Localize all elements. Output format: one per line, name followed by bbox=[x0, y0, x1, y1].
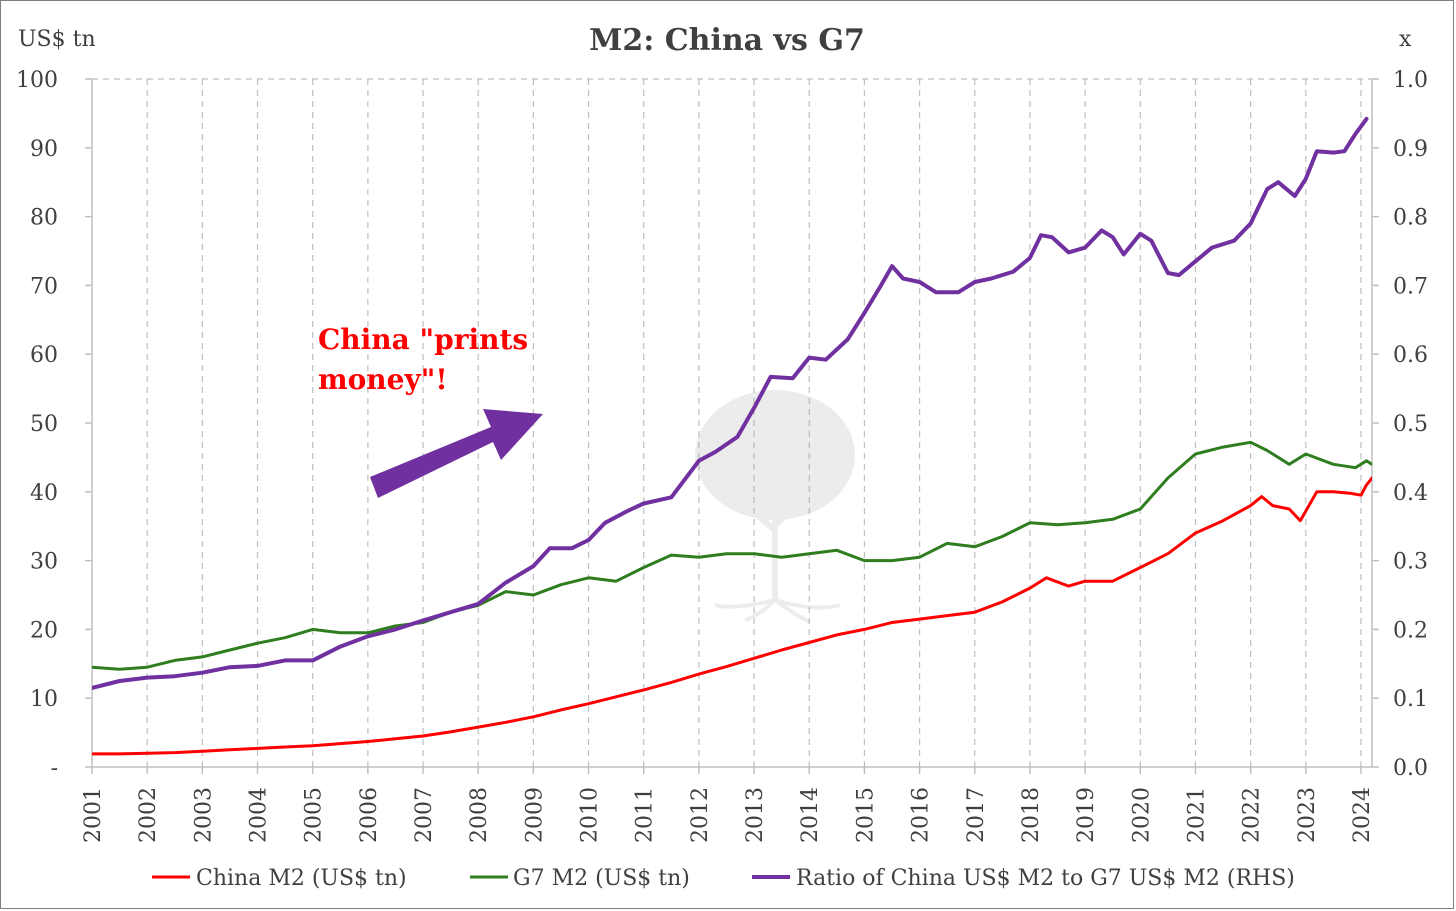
x-tick-label: 2003 bbox=[191, 787, 216, 843]
x-tick-label: 2005 bbox=[302, 787, 327, 843]
x-tick-label: 2021 bbox=[1184, 787, 1209, 843]
left-tick-label: 50 bbox=[30, 412, 58, 437]
x-tick-label: 2010 bbox=[578, 787, 603, 843]
x-tick-label: 2024 bbox=[1350, 787, 1375, 843]
right-tick-label: 0.9 bbox=[1393, 137, 1428, 162]
right-tick-label: 0.0 bbox=[1393, 756, 1428, 781]
right-tick-label: 0.8 bbox=[1393, 206, 1428, 231]
left-tick-label: 100 bbox=[16, 68, 58, 93]
x-tick-label: 2004 bbox=[247, 787, 272, 843]
x-axis-ticks: 2001 2002 2003 2004 2005 2006 2007 2008 2009 2010… bbox=[81, 767, 1375, 843]
right-tick-label: 0.7 bbox=[1393, 274, 1428, 299]
right-tick-label: 1.0 bbox=[1393, 68, 1428, 93]
series-line-3 bbox=[92, 116, 1369, 690]
x-tick-label: 2001 bbox=[81, 787, 106, 843]
left-tick-label: 30 bbox=[30, 550, 58, 575]
left-tick-label: 90 bbox=[30, 137, 58, 162]
tree-watermark bbox=[695, 390, 855, 624]
x-tick-label: 2011 bbox=[633, 787, 658, 843]
left-tick-label: 40 bbox=[30, 481, 58, 506]
x-tick-label: 2015 bbox=[853, 787, 878, 843]
legend: China M2 (US$ tn) G7 M2 (US$ tn) Ratio of … bbox=[152, 866, 1295, 891]
gridlines bbox=[92, 78, 1372, 767]
x-tick-label: 2002 bbox=[136, 787, 161, 843]
series-line-1 bbox=[92, 476, 1372, 756]
annotation-line-2: money"! bbox=[318, 363, 448, 396]
left-axis-unit-label: US$ tn bbox=[18, 27, 96, 52]
x-tick-label: 2008 bbox=[467, 787, 492, 843]
x-tick-label: 2012 bbox=[688, 787, 713, 843]
x-tick-label: 2020 bbox=[1129, 787, 1154, 843]
annotation-line-1: China "prints bbox=[318, 323, 528, 356]
right-tick-label: 0.5 bbox=[1393, 412, 1428, 437]
series-lines bbox=[92, 116, 1372, 756]
x-tick-label: 2019 bbox=[1074, 787, 1099, 843]
x-tick-label: 2013 bbox=[743, 787, 768, 843]
x-tick-label: 2007 bbox=[412, 787, 437, 843]
left-tick-label: 70 bbox=[30, 274, 58, 299]
x-tick-label: 2018 bbox=[1019, 787, 1044, 843]
x-tick-label: 2016 bbox=[909, 787, 934, 843]
x-tick-label: 2006 bbox=[357, 787, 382, 843]
x-tick-label: 2017 bbox=[964, 787, 989, 843]
right-tick-label: 0.2 bbox=[1393, 618, 1428, 643]
left-tick-label: 20 bbox=[30, 618, 58, 643]
chart-title: M2: China vs G7 bbox=[589, 23, 865, 58]
left-tick-label: - bbox=[51, 756, 58, 781]
x-tick-label: 2023 bbox=[1295, 787, 1320, 843]
left-tick-label: 80 bbox=[30, 206, 58, 231]
x-tick-label: 2014 bbox=[798, 787, 823, 843]
legend-label-1: China M2 (US$ tn) bbox=[196, 866, 407, 891]
legend-label-2: G7 M2 (US$ tn) bbox=[513, 866, 690, 891]
right-axis-unit-label: x bbox=[1399, 27, 1412, 52]
x-tick-label: 2009 bbox=[522, 787, 547, 843]
left-tick-label: 10 bbox=[30, 687, 58, 712]
left-tick-label: 60 bbox=[30, 343, 58, 368]
right-tick-label: 0.6 bbox=[1393, 343, 1428, 368]
right-axis-ticks: 0.0 0.1 0.2 0.3 0.4 0.5 0.6 0.7 0.8 0.9 1.0 bbox=[1372, 68, 1428, 781]
x-tick-label: 2022 bbox=[1240, 787, 1265, 843]
legend-label-3: Ratio of China US$ M2 to G7 US$ M2 (RHS) bbox=[796, 866, 1295, 891]
annotation: China "prints money"! bbox=[318, 323, 543, 498]
right-tick-label: 0.3 bbox=[1393, 550, 1428, 575]
right-tick-label: 0.1 bbox=[1393, 687, 1428, 712]
right-tick-label: 0.4 bbox=[1393, 481, 1428, 506]
series-line-2 bbox=[92, 440, 1372, 671]
left-axis-ticks: - 10 20 30 40 50 60 70 80 90 100 bbox=[16, 68, 92, 781]
annotation-arrow bbox=[370, 409, 543, 498]
